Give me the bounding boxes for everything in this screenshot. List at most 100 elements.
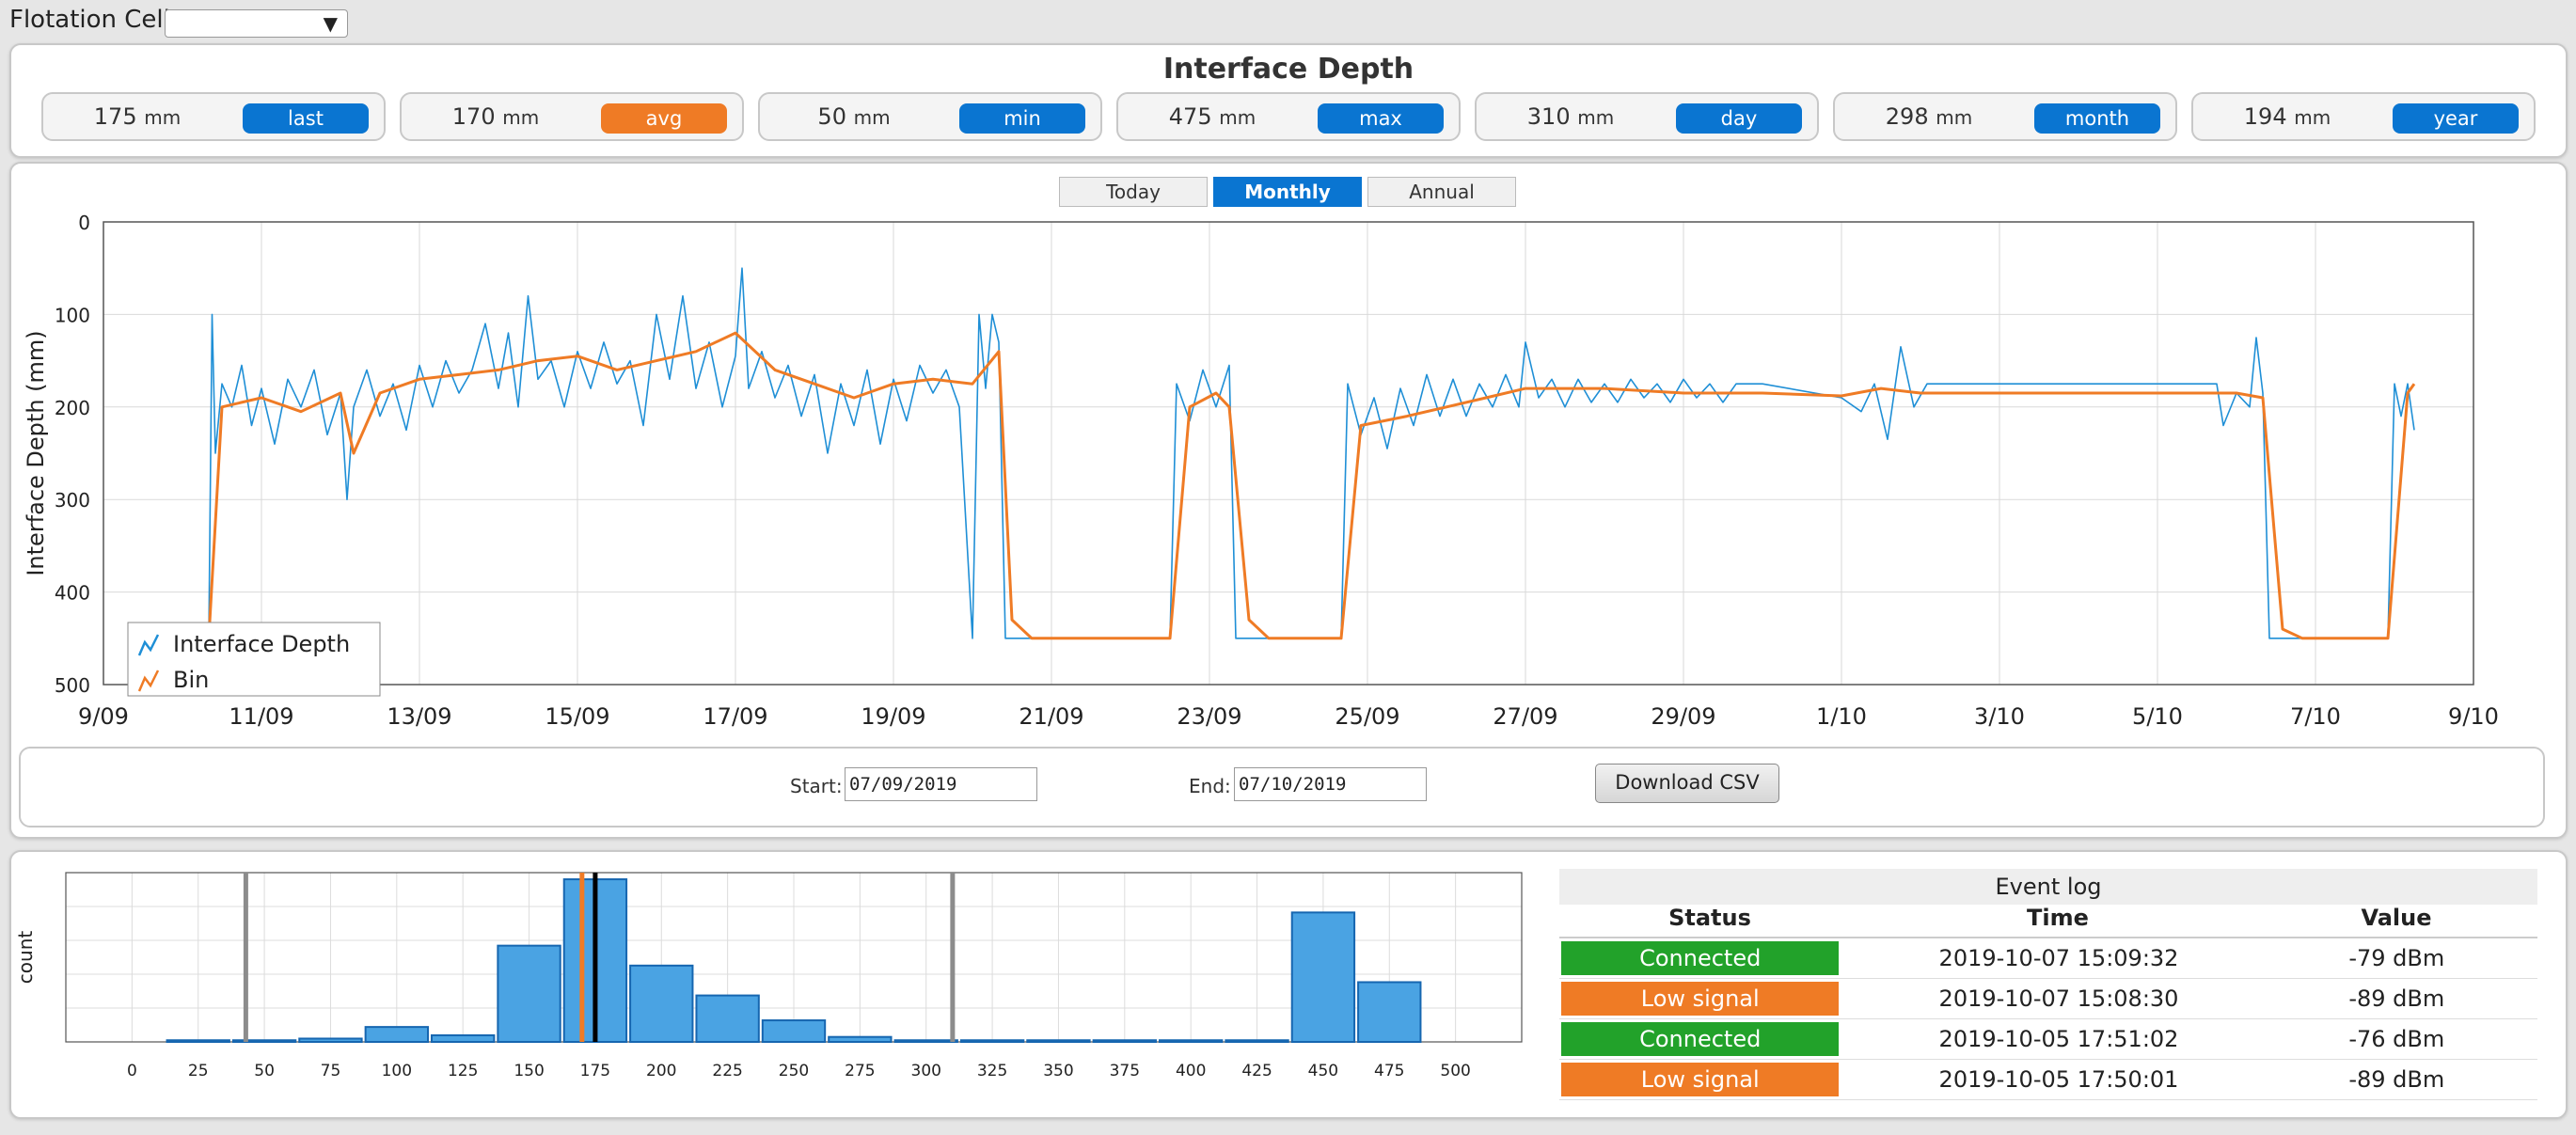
y-axis-label: Interface Depth (mm) [23,330,49,575]
status-badge: Low signal [1561,982,1840,1016]
x-tick-label: 13/09 [387,703,451,730]
end-label: End: [1189,775,1231,797]
x-tick-label: 11/09 [229,703,293,730]
legend-label: Interface Depth [173,631,350,657]
histogram-bar [1290,911,1356,1044]
x-tick-label: 3/10 [1974,703,2025,730]
legend-label: Bin [173,667,209,693]
col-value: Value [2361,905,2432,931]
x-tick-label: 75 [321,1062,341,1080]
histogram-bar [695,994,760,1044]
tab-monthly[interactable]: Monthly [1213,177,1362,207]
status-badge: Connected [1561,1022,1840,1056]
x-tick-label: 500 [1440,1062,1470,1080]
series-line-bin [207,331,2416,640]
y-tick-label: 100 [55,304,90,326]
bottom-panel: 0 25 50 75 100 125 150 175 200 225 250 275 300 325 350… [9,850,2568,1119]
x-tick-label: 225 [712,1062,742,1080]
plot-frame [103,221,2474,686]
x-tick-label: 350 [1043,1062,1073,1080]
x-tick-label: 150 [514,1062,544,1080]
stat-unit: mm [144,106,182,129]
histogram-bar [231,1039,297,1043]
table-row: Connected 2019-10-05 17:51:02 -76 dBm [1559,1019,2537,1060]
status-badge: Connected [1561,941,1840,975]
stat-value: 475 [1168,103,1212,130]
table-row: Low signal 2019-10-07 15:08:30 -89 dBm [1559,979,2537,1019]
stat-unit: mm [502,106,540,129]
stat-unit: mm [1577,106,1615,129]
flotation-cell-select[interactable]: ▼ [165,9,348,38]
download-csv-button[interactable]: Download CSV [1595,764,1779,803]
y-tick-label: 300 [55,489,90,512]
legend-swatch [137,634,160,656]
x-tick-label: 25 [188,1062,209,1080]
stat-last: 175 mm last [41,92,386,141]
y-tick-label: 200 [55,397,90,419]
start-date-input[interactable]: 07/09/2019 [845,767,1037,801]
x-tick-label: 21/09 [1019,703,1083,730]
x-tick-label: 50 [254,1062,275,1080]
tab-annual[interactable]: Annual [1367,177,1516,207]
flotation-cell-label: Flotation Cell [9,6,170,34]
event-log: Event log Status Time Value Connected 20… [1559,869,2537,1100]
x-tick-label: 29/09 [1651,703,1715,730]
date-range-row: Start: 07/09/2019 End: 07/10/2019 Downlo… [19,747,2545,828]
stat-min: 50 mm min [758,92,1102,141]
chevron-down-icon: ▼ [323,12,338,35]
last-button[interactable]: last [243,103,369,134]
stat-value: 170 [451,103,496,130]
stat-month: 298 mm month [1833,92,2177,141]
max-button[interactable]: max [1318,103,1444,134]
y-axis-label: count [14,931,37,985]
y-tick-label: 500 [55,674,90,697]
legend-box [127,622,381,697]
series-line-interface-depth [208,267,2415,639]
depth-histogram: 0 25 50 75 100 125 150 175 200 225 250 275 300 325 350… [14,872,1523,1080]
x-tick-label: 475 [1374,1062,1404,1080]
histogram-bar [497,944,561,1043]
event-time: 2019-10-07 15:09:32 [1938,945,2179,971]
stats-title: Interface Depth [1162,53,1414,86]
x-tick-label: 100 [382,1062,412,1080]
tab-today[interactable]: Today [1059,177,1208,207]
stat-day: 310 mm day [1475,92,1819,141]
x-tick-label: 300 [911,1062,941,1080]
histogram-bar [1357,981,1422,1043]
stat-unit: mm [1219,106,1256,129]
end-date-input[interactable]: 07/10/2019 [1234,767,1427,801]
event-value: -89 dBm [2348,985,2445,1012]
x-tick-label: 175 [580,1062,610,1080]
x-tick-label: 25/09 [1335,703,1399,730]
month-button[interactable]: month [2034,103,2160,134]
histogram-bar [629,964,694,1043]
x-tick-label: 23/09 [1177,703,1241,730]
x-tick-label: 325 [977,1062,1007,1080]
col-time: Time [2027,905,2089,931]
chart-panel: Today Monthly Annual 0 100 200 300 400 500 9/0… [9,162,2568,839]
min-button[interactable]: min [959,103,1085,134]
histogram-bar [1092,1039,1157,1043]
x-tick-label: 275 [845,1062,875,1080]
avg-button[interactable]: avg [601,103,727,134]
event-value: -79 dBm [2348,945,2445,971]
event-log-header: Status Time Value [1559,905,2537,938]
stat-value: 298 [1885,103,1929,130]
histogram-bar [298,1037,363,1043]
start-label: Start: [790,775,843,797]
table-row: Low signal 2019-10-05 17:50:01 -89 dBm [1559,1060,2537,1100]
y-tick-label: 0 [78,212,90,234]
x-tick-label: 125 [448,1062,478,1080]
x-tick-label: 0 [127,1062,137,1080]
event-time: 2019-10-05 17:50:01 [1938,1066,2179,1093]
stat-year: 194 mm year [2191,92,2536,141]
y-tick-label: 400 [55,582,90,605]
event-value: -76 dBm [2348,1026,2445,1052]
year-button[interactable]: year [2393,103,2519,134]
event-time: 2019-10-07 15:08:30 [1938,985,2179,1012]
x-tick-label: 19/09 [861,703,925,730]
stat-unit: mm [1936,106,1973,129]
day-button[interactable]: day [1676,103,1802,134]
stat-value: 310 [1526,103,1571,130]
stat-value: 194 [2243,103,2287,130]
